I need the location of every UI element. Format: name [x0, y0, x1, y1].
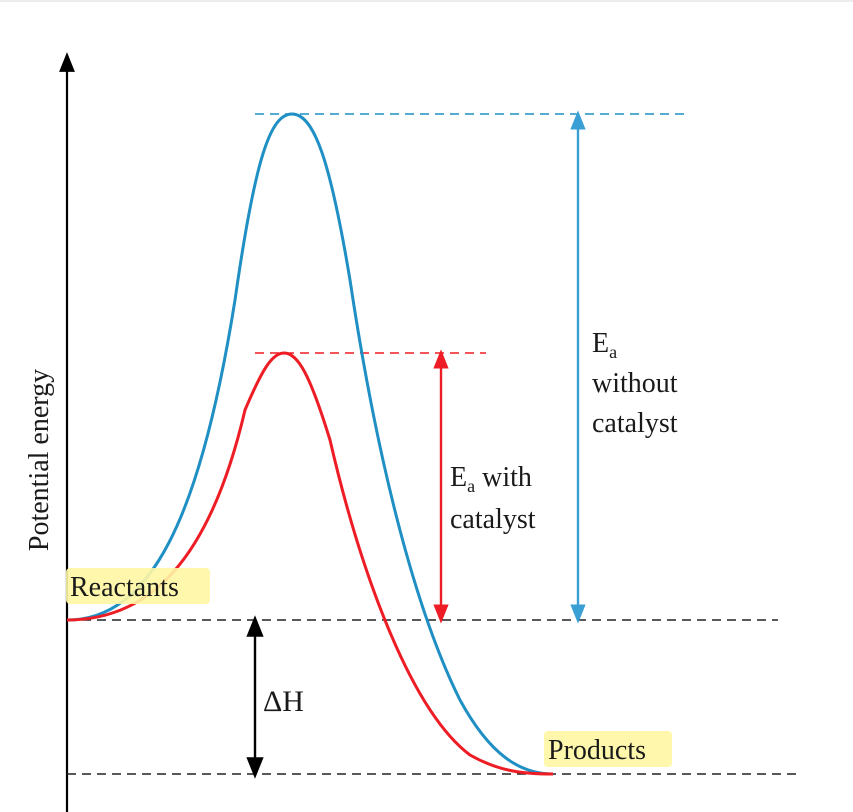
ea-symbol: E	[450, 462, 467, 493]
ea-subscript: a	[609, 342, 617, 362]
ea-without-catalyst-line2: without	[592, 368, 678, 399]
svg-text:Ea with: Ea with	[450, 462, 532, 496]
svg-text:Ea: Ea	[592, 328, 617, 362]
delta-h-label: ΔH	[263, 685, 304, 718]
catalyzed-curve	[66, 351, 554, 776]
ea-symbol: E	[592, 328, 609, 359]
ea-without-catalyst-label: Ea without catalyst	[592, 328, 678, 439]
ea-without-catalyst-line3: catalyst	[592, 408, 678, 439]
ea-with-catalyst-line2: catalyst	[450, 504, 536, 535]
products-label: Products	[548, 735, 646, 766]
uncatalyzed-curve	[66, 112, 554, 776]
ea-with-catalyst-label: Ea with catalyst	[450, 462, 536, 535]
y-axis-label: Potential energy	[24, 369, 55, 551]
ea-subscript: a	[467, 476, 475, 496]
ea-with-text: with	[475, 462, 532, 493]
reactants-highlight	[66, 568, 210, 604]
products-highlight	[544, 731, 672, 767]
reactants-label: Reactants	[70, 572, 179, 603]
